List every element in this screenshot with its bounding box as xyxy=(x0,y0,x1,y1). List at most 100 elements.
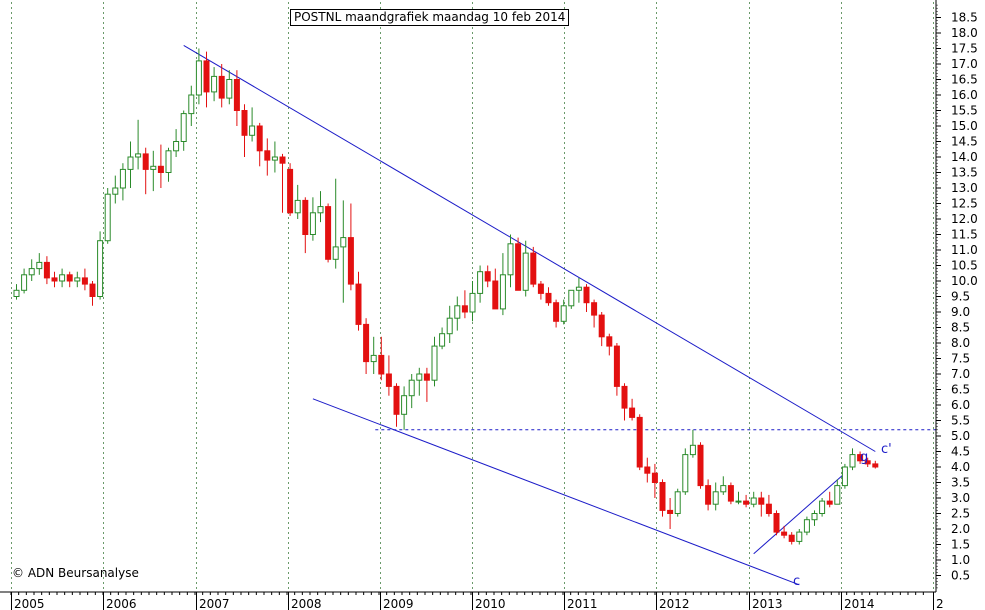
candle-body xyxy=(796,531,803,542)
candle-body xyxy=(872,463,879,468)
candle-body xyxy=(59,274,66,282)
candle-body xyxy=(857,454,864,462)
candle-body xyxy=(575,286,582,291)
year-label: 2012 xyxy=(659,597,690,610)
candle-body xyxy=(469,292,476,313)
y-tick-label: 15.5 xyxy=(951,104,978,118)
candle-body xyxy=(104,193,111,242)
candle-body xyxy=(621,385,628,409)
y-tick-label: 17.5 xyxy=(951,42,978,56)
candle-body xyxy=(74,277,81,282)
year-label: 2008 xyxy=(291,597,322,610)
y-tick-label: 9.0 xyxy=(951,305,970,319)
y-tick-label: 13.5 xyxy=(951,166,978,180)
candle-body xyxy=(682,454,689,493)
candle-body xyxy=(317,206,324,214)
y-tick-label: 6.0 xyxy=(951,398,970,412)
trendline xyxy=(312,398,800,586)
candle-body xyxy=(560,305,567,322)
candle-body xyxy=(537,283,544,294)
candle-body xyxy=(287,168,294,214)
candle-body xyxy=(279,156,286,164)
year-label: 2005 xyxy=(14,597,45,610)
candle-body xyxy=(97,240,104,297)
candle-body xyxy=(173,141,180,152)
year-label: 2010 xyxy=(475,597,506,610)
x-axis: 2005 2006 2007 2008 2009 2010 2011 2012 2013 2014… xyxy=(0,591,944,610)
candle-body xyxy=(89,283,96,298)
candle-body xyxy=(781,531,788,536)
candle-body xyxy=(150,165,157,170)
candle-body xyxy=(499,274,506,310)
candle-body xyxy=(127,156,134,170)
trendline-labels: c' c g xyxy=(793,442,892,589)
trendline-label: c' xyxy=(881,442,892,457)
candle-body xyxy=(484,271,491,282)
candle-body xyxy=(378,354,385,375)
y-tick-label: 2.0 xyxy=(951,522,970,536)
y-tick-label: 15.0 xyxy=(951,119,978,133)
candle-body xyxy=(773,513,780,533)
candle-body xyxy=(21,274,28,291)
year-label: 2007 xyxy=(199,597,230,610)
y-tick-label: 13.0 xyxy=(951,181,978,195)
candle-body xyxy=(408,379,415,397)
candle-body xyxy=(568,289,575,307)
y-tick-label: 10.0 xyxy=(951,274,978,288)
year-label: 2013 xyxy=(752,597,783,610)
candle-body xyxy=(553,302,560,322)
candle-body xyxy=(416,373,423,381)
y-tick-label: 16.0 xyxy=(951,88,978,102)
candle-body xyxy=(332,246,339,260)
candle-body xyxy=(13,289,20,297)
candle-body xyxy=(195,60,202,96)
candle-body xyxy=(393,385,400,415)
candle-body xyxy=(834,485,841,505)
y-tick-label: 9.5 xyxy=(951,290,970,304)
trendlines xyxy=(183,44,936,586)
y-tick-label: 12.0 xyxy=(951,212,978,226)
candle-body xyxy=(325,206,332,260)
y-tick-label: 6.5 xyxy=(951,383,970,397)
candle-body xyxy=(66,274,73,282)
trendline-label: g xyxy=(860,450,868,465)
candle-body xyxy=(735,500,742,503)
candle-body xyxy=(256,125,263,152)
candle-body xyxy=(515,243,522,291)
y-tick-label: 0.5 xyxy=(951,569,970,583)
candle-body xyxy=(606,336,613,347)
candle-body xyxy=(629,407,636,418)
candle-body xyxy=(583,286,590,304)
candle-body xyxy=(477,271,484,294)
candle-body xyxy=(340,237,347,248)
y-tick-label: 11.5 xyxy=(951,228,978,242)
candle-body xyxy=(667,509,674,514)
candle-body xyxy=(613,345,620,387)
candle-body xyxy=(81,277,88,285)
candle-body xyxy=(522,252,529,291)
y-tick-label: 10.5 xyxy=(951,259,978,273)
candle-body xyxy=(598,314,605,338)
candle-body xyxy=(819,500,826,515)
candle-body xyxy=(233,79,240,111)
candle-body xyxy=(157,165,164,174)
candle-body xyxy=(545,292,552,304)
copyright-notice: © ADN Beursanalyse xyxy=(12,566,139,580)
y-tick-label: 4.5 xyxy=(951,445,970,459)
candle-body xyxy=(431,345,438,381)
candle-body xyxy=(401,395,408,415)
candle-body xyxy=(849,454,856,468)
candle-body xyxy=(439,333,446,347)
candle-body xyxy=(446,317,453,335)
y-tick-label: 14.5 xyxy=(951,135,978,149)
trendline xyxy=(753,472,846,555)
y-tick-label: 11.0 xyxy=(951,243,978,257)
candle-body xyxy=(188,94,195,115)
candle-body xyxy=(492,280,499,310)
candle-body xyxy=(712,491,719,505)
year-label: 2006 xyxy=(106,597,137,610)
candle-body xyxy=(294,199,301,214)
trendline xyxy=(183,44,876,452)
y-axis: 0.5 1.01.5 2.02.5 3.03.5 4.04.5 5.05.5 6.06.5 7… xyxy=(935,0,978,592)
